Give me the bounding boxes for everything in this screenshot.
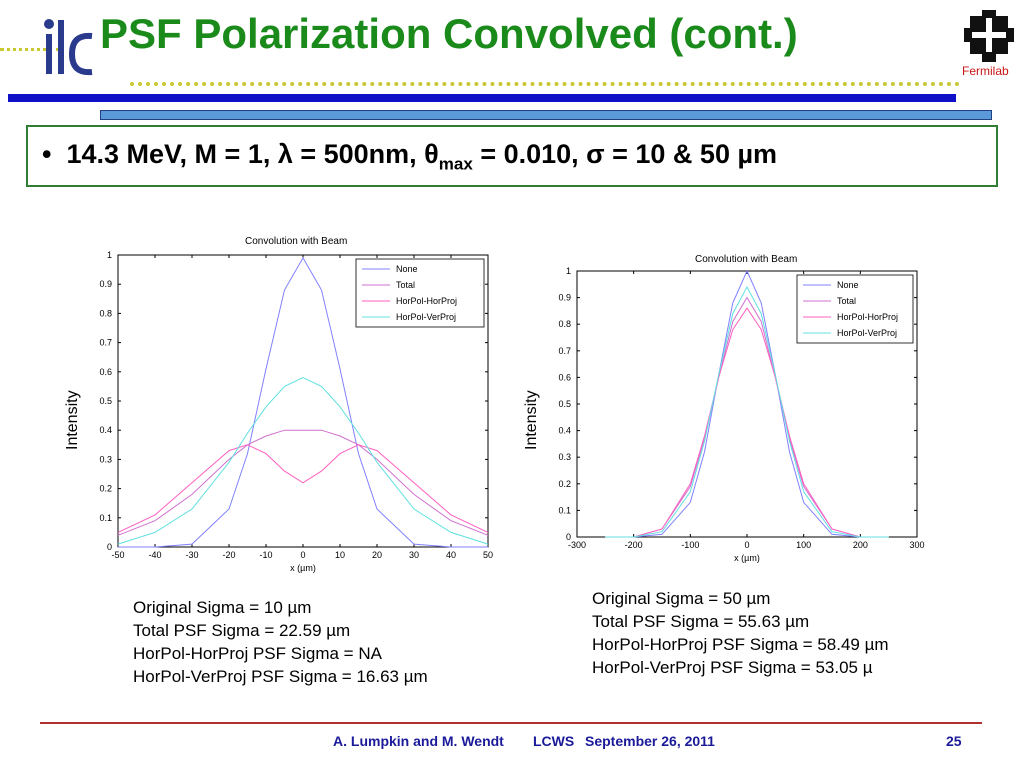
left-stat-line: Total PSF Sigma = 22.59 µm xyxy=(133,621,351,640)
y-tick-label: 0.3 xyxy=(99,454,112,464)
footer-event: LCWS xyxy=(533,733,575,749)
y-tick-label: 0.1 xyxy=(558,505,571,515)
left-chart-ylabel: Intensity xyxy=(64,390,81,450)
x-tick-label: 100 xyxy=(796,540,811,550)
right-chart-ylabel: Intensity xyxy=(523,390,540,450)
x-tick-label: 0 xyxy=(744,540,749,550)
left-stat-line: HorPol-HorProj PSF Sigma = NA xyxy=(133,644,382,663)
y-tick-label: 0.5 xyxy=(99,396,112,406)
y-tick-label: 0.8 xyxy=(99,308,112,318)
y-tick-label: 0.2 xyxy=(558,479,571,489)
series-line xyxy=(605,285,889,538)
y-tick-label: 0.6 xyxy=(558,372,571,382)
legend-box xyxy=(796,274,914,344)
header-dots xyxy=(130,82,960,86)
bullet-box: • 14.3 MeV, M = 1, λ = 500nm, θmax = 0.0… xyxy=(26,125,998,187)
bullet-suffix: = 0.010, σ = 10 & 50 µm xyxy=(472,139,778,169)
legend-entry: HorPol-HorProj xyxy=(837,312,898,322)
legend-entry: None xyxy=(396,264,418,274)
left-stats: Original Sigma = 10 µm Total PSF Sigma =… xyxy=(133,596,428,688)
x-tick-label: -200 xyxy=(625,540,643,550)
right-stat-line: Original Sigma = 50 µm xyxy=(592,589,771,608)
right-stat-line: HorPol-HorProj PSF Sigma = 58.49 µm xyxy=(592,635,889,654)
y-tick-label: 0.5 xyxy=(558,399,571,409)
legend-entry: None xyxy=(837,280,859,290)
right-chart: -300 -200 -100 0 100 200 300 0 0.1 0.2 0.3 0.4 0.5 0.… xyxy=(558,266,924,563)
x-tick-label: -50 xyxy=(111,550,124,560)
right-chart-title: Convolution with Beam xyxy=(695,254,798,265)
y-tick-label: 1 xyxy=(107,250,112,260)
fermilab-logo-icon xyxy=(962,8,1016,64)
x-tick-label: 20 xyxy=(372,550,382,560)
left-chart: -50 -40 -30 -20 -10 0 10 20 30 40 50 0 0.1 0.2 0.3 0.4 0… xyxy=(99,250,493,573)
y-tick-label: 0 xyxy=(566,532,571,542)
x-tick-label: 0 xyxy=(300,550,305,560)
footer-rule xyxy=(40,722,982,724)
legend-entry: HorPol-HorProj xyxy=(396,296,457,306)
series-line xyxy=(118,256,488,548)
y-tick-label: 0.8 xyxy=(558,319,571,329)
y-tick-label: 0.9 xyxy=(99,279,112,289)
legend-box xyxy=(355,258,485,328)
right-stat-line: Total PSF Sigma = 55.63 µm xyxy=(592,612,810,631)
x-tick-label: 200 xyxy=(853,540,868,550)
left-stat-line: Original Sigma = 10 µm xyxy=(133,598,312,617)
series-line xyxy=(117,377,489,545)
footer-date: September 26, 2011 xyxy=(585,733,715,749)
fermilab-label: Fermilab xyxy=(962,64,1009,78)
x-tick-label: -300 xyxy=(568,540,586,550)
x-tick-label: 10 xyxy=(335,550,345,560)
header-rule-secondary xyxy=(100,110,992,120)
series-line xyxy=(605,269,889,538)
y-tick-label: 0.3 xyxy=(558,452,571,462)
footer-authors: A. Lumpkin and M. Wendt xyxy=(333,733,504,749)
legend-entry: Total xyxy=(837,296,856,306)
y-tick-label: 0.1 xyxy=(99,513,112,523)
series-line xyxy=(117,444,489,533)
x-tick-label: -20 xyxy=(222,550,235,560)
x-tick-label: -100 xyxy=(681,540,699,550)
y-tick-label: 0.7 xyxy=(99,338,112,348)
bullet-marker: • xyxy=(42,139,67,169)
x-tick-label: -30 xyxy=(185,550,198,560)
series-line xyxy=(605,307,889,538)
x-tick-label: -40 xyxy=(148,550,161,560)
left-stat-line: HorPol-VerProj PSF Sigma = 16.63 µm xyxy=(133,667,428,686)
bullet-sub: max xyxy=(438,154,473,174)
y-tick-label: 0.4 xyxy=(558,426,571,436)
x-tick-label: -10 xyxy=(259,550,272,560)
y-tick-label: 1 xyxy=(566,266,571,276)
y-tick-label: 0.7 xyxy=(558,346,571,356)
y-tick-label: 0.2 xyxy=(99,484,112,494)
x-tick-label: 50 xyxy=(483,550,493,560)
legend-entry: HorPol-VerProj xyxy=(837,328,897,338)
x-tick-label: 300 xyxy=(909,540,924,550)
y-tick-label: 0.9 xyxy=(558,293,571,303)
header-rule xyxy=(8,94,956,102)
right-stats: Original Sigma = 50 µm Total PSF Sigma =… xyxy=(592,587,889,679)
y-tick-label: 0 xyxy=(107,542,112,552)
y-tick-label: 0.4 xyxy=(99,425,112,435)
ilc-logo xyxy=(42,14,98,80)
right-stat-line: HorPol-VerProj PSF Sigma = 53.05 µ xyxy=(592,658,873,677)
legend-entry: Total xyxy=(396,280,415,290)
x-axis-label: x (µm) xyxy=(734,553,760,563)
series-line xyxy=(117,429,489,536)
header-dots-left xyxy=(0,48,60,51)
bullet-prefix: 14.3 MeV, M = 1, λ = 500nm, θ xyxy=(66,139,439,169)
legend-entry: HorPol-VerProj xyxy=(396,312,456,322)
left-chart-title: Convolution with Beam xyxy=(245,236,348,247)
y-tick-label: 0.6 xyxy=(99,367,112,377)
x-axis-label: x (µm) xyxy=(290,563,316,573)
page-number: 25 xyxy=(946,733,962,749)
x-tick-label: 40 xyxy=(446,550,456,560)
page-title: PSF Polarization Convolved (cont.) xyxy=(100,10,798,57)
x-tick-label: 30 xyxy=(409,550,419,560)
bullet-item: • 14.3 MeV, M = 1, λ = 500nm, θmax = 0.0… xyxy=(42,139,777,174)
